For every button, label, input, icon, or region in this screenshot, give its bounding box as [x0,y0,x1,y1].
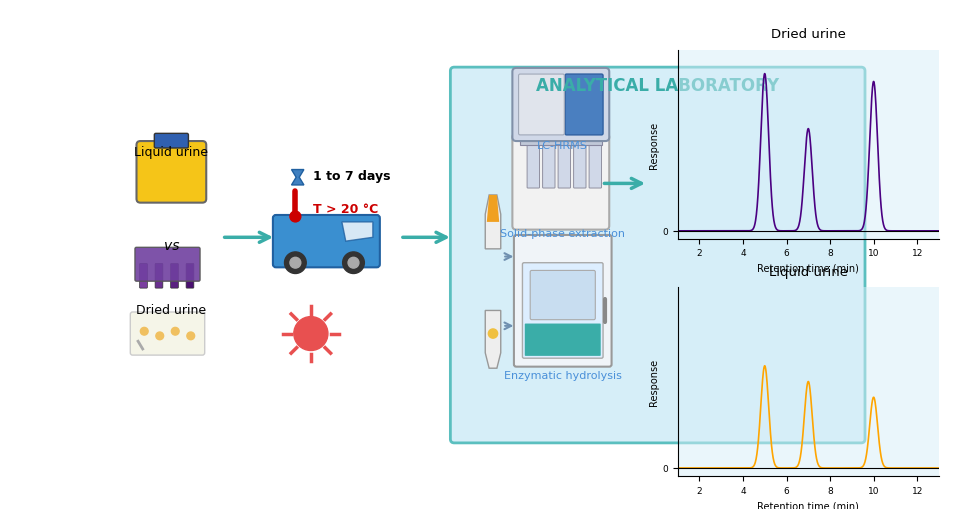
FancyBboxPatch shape [530,271,595,320]
FancyBboxPatch shape [139,264,147,289]
Circle shape [156,332,164,340]
FancyBboxPatch shape [170,264,178,289]
FancyBboxPatch shape [543,145,555,189]
Polygon shape [485,195,500,249]
Text: Dried urine: Dried urine [136,303,206,316]
Circle shape [348,258,359,269]
FancyBboxPatch shape [154,134,189,149]
Circle shape [285,252,306,274]
Text: LC-HRMS: LC-HRMS [537,140,589,150]
Text: ANALYTICAL LABORATORY: ANALYTICAL LABORATORY [535,76,779,94]
Text: Liquid urine: Liquid urine [769,265,848,278]
FancyBboxPatch shape [514,236,612,367]
Circle shape [488,329,498,338]
Text: Liquid urine: Liquid urine [135,146,208,159]
FancyBboxPatch shape [519,75,564,135]
Circle shape [140,328,148,335]
FancyBboxPatch shape [512,134,609,230]
Circle shape [290,258,301,269]
FancyBboxPatch shape [273,215,379,268]
Text: Enzymatic hydrolysis: Enzymatic hydrolysis [503,370,621,380]
FancyBboxPatch shape [135,248,200,281]
Text: T > 20 °C: T > 20 °C [314,202,378,215]
Circle shape [290,212,301,222]
FancyBboxPatch shape [520,139,601,146]
Circle shape [294,317,328,351]
Y-axis label: Response: Response [650,358,659,405]
Text: Dried urine: Dried urine [771,29,846,41]
Text: Solid-phase extraction: Solid-phase extraction [500,229,625,239]
FancyBboxPatch shape [574,145,586,189]
Polygon shape [342,222,373,242]
X-axis label: Retention time (min): Retention time (min) [757,500,860,509]
Circle shape [187,332,195,340]
FancyBboxPatch shape [523,263,603,358]
FancyBboxPatch shape [528,145,539,189]
FancyBboxPatch shape [131,313,204,355]
FancyBboxPatch shape [559,145,570,189]
Y-axis label: Response: Response [650,122,659,168]
Circle shape [343,252,364,274]
FancyBboxPatch shape [136,142,206,203]
Polygon shape [485,311,500,369]
FancyBboxPatch shape [565,75,603,135]
FancyBboxPatch shape [525,324,601,356]
Polygon shape [487,195,499,222]
FancyBboxPatch shape [450,68,865,443]
Text: vs: vs [164,239,179,252]
Text: 1 to 7 days: 1 to 7 days [314,170,391,183]
FancyBboxPatch shape [186,264,194,289]
FancyBboxPatch shape [155,264,163,289]
FancyBboxPatch shape [512,69,609,142]
Circle shape [171,328,179,335]
X-axis label: Retention time (min): Retention time (min) [757,264,860,273]
Polygon shape [291,170,304,186]
FancyBboxPatch shape [590,145,601,189]
